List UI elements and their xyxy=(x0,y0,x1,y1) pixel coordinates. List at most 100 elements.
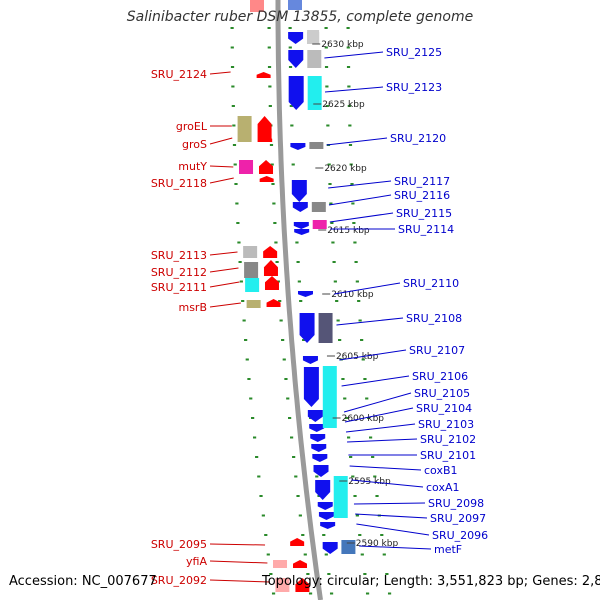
reverse-feature-0[interactable] xyxy=(307,50,322,68)
reverse-gene-label[interactable]: SRU_2101 xyxy=(420,449,476,462)
forward-gene-label[interactable]: SRU_2111 xyxy=(151,281,207,294)
reverse-gene-label[interactable]: SRU_2096 xyxy=(432,529,488,542)
reverse-feature-top-1[interactable] xyxy=(307,30,320,44)
reverse-gene-label[interactable]: coxA1 xyxy=(426,481,459,494)
reverse-gene-SRU_2114[interactable] xyxy=(294,229,310,235)
forward-feature-0[interactable] xyxy=(237,116,252,142)
reverse-gene-coxA1[interactable] xyxy=(315,480,331,500)
forward-gene-SRU_2111[interactable] xyxy=(264,276,279,290)
reverse-gene-SRU_2117[interactable] xyxy=(291,180,307,202)
reverse-gene-label[interactable]: SRU_2107 xyxy=(409,344,465,357)
reverse-gene-label[interactable]: metF xyxy=(434,543,462,556)
reverse-gene-SRU_2120[interactable] xyxy=(290,143,306,150)
forward-gene-groS[interactable] xyxy=(258,136,273,142)
forward-feature-3[interactable] xyxy=(244,262,259,278)
reverse-leader-line xyxy=(329,212,394,223)
forward-gene-SRU_2124[interactable] xyxy=(256,72,271,78)
reverse-gene-label[interactable]: SRU_2102 xyxy=(420,433,476,446)
reverse-gene-SRU_2106[interactable] xyxy=(303,367,319,407)
reverse-gene-coxB1[interactable] xyxy=(313,465,329,477)
reverse-gene-SRU_2124b[interactable] xyxy=(288,50,304,68)
forward-gene-groEL[interactable] xyxy=(257,116,272,142)
reverse-gene-label[interactable]: coxB1 xyxy=(424,464,458,477)
reverse-gene-label[interactable]: SRU_2125 xyxy=(386,46,442,59)
reverse-gene-label[interactable]: SRU_2116 xyxy=(394,189,450,202)
forward-gene-mutY[interactable] xyxy=(259,160,274,174)
reverse-gene-SRU_2098[interactable] xyxy=(317,502,333,510)
forward-feature-4[interactable] xyxy=(245,278,260,292)
reverse-gene-label[interactable]: SRU_2105 xyxy=(414,387,470,400)
forward-gene-label[interactable]: SRU_2092 xyxy=(151,574,207,587)
tick-label: 2620 kbp xyxy=(324,164,367,174)
forward-gene-SRU_2095[interactable] xyxy=(290,538,305,546)
reverse-gene-label[interactable]: SRU_2108 xyxy=(406,312,462,325)
forward-feature-2[interactable] xyxy=(243,246,258,258)
reverse-gene-label[interactable]: SRU_2115 xyxy=(396,207,452,220)
reverse-feature-1[interactable] xyxy=(307,76,322,110)
map-title: Salinibacter ruber DSM 13855, complete g… xyxy=(126,9,474,25)
reverse-feature-2[interactable] xyxy=(309,142,324,149)
reverse-feature-4[interactable] xyxy=(312,220,327,229)
reverse-gene-label[interactable]: SRU_2117 xyxy=(394,175,450,188)
forward-gene-label[interactable]: SRU_2112 xyxy=(151,266,207,279)
reverse-feature-8[interactable] xyxy=(341,540,356,554)
reverse-gene-label[interactable]: SRU_2114 xyxy=(398,223,454,236)
reverse-leader-line xyxy=(351,479,424,488)
reverse-feature-7[interactable] xyxy=(333,476,348,518)
reverse-gene-SRU_2115[interactable] xyxy=(293,222,309,229)
reverse-gene-label[interactable]: SRU_2097 xyxy=(430,512,486,525)
reverse-feature-6[interactable] xyxy=(322,366,337,428)
reverse-leader-line xyxy=(355,513,428,519)
forward-leader-line xyxy=(209,251,238,256)
forward-gene-SRU_2112[interactable] xyxy=(263,260,278,276)
forward-gene-SRU_2118[interactable] xyxy=(259,176,274,182)
reverse-gene-label[interactable]: SRU_2104 xyxy=(416,402,472,415)
forward-gene-label[interactable]: SRU_2118 xyxy=(151,177,207,190)
reverse-leader-line xyxy=(324,86,384,93)
reverse-gene-SRU_2110[interactable] xyxy=(297,291,313,297)
reverse-gene-SRU_2104[interactable] xyxy=(309,424,325,432)
forward-feature-7[interactable] xyxy=(275,578,290,592)
reverse-gene-SRU_2103[interactable] xyxy=(310,434,326,442)
forward-gene-label[interactable]: SRU_2113 xyxy=(151,249,207,262)
reverse-gene-metF[interactable] xyxy=(322,542,338,554)
forward-gene-yfiA[interactable] xyxy=(293,560,308,568)
forward-gene-SRU_2092[interactable] xyxy=(295,578,310,592)
forward-feature-6[interactable] xyxy=(273,560,288,568)
reverse-gene-SRU_2125[interactable] xyxy=(288,32,304,44)
reverse-gene-SRU_2102[interactable] xyxy=(311,444,327,452)
reverse-gene-label[interactable]: SRU_2103 xyxy=(418,418,474,431)
reverse-gene-label[interactable]: SRU_2098 xyxy=(428,497,484,510)
tick-label: 2590 kbp xyxy=(356,539,399,549)
reverse-feature-5[interactable] xyxy=(318,313,333,343)
forward-gene-label[interactable]: SRU_2124 xyxy=(151,68,207,81)
reverse-gene-SRU_2105[interactable] xyxy=(307,410,323,422)
forward-gene-label[interactable]: SRU_2095 xyxy=(151,538,207,551)
forward-feature-1[interactable] xyxy=(239,160,254,174)
forward-gene-label[interactable]: groEL xyxy=(176,120,208,133)
forward-gene-label[interactable]: msrB xyxy=(178,301,207,314)
reverse-feature-top[interactable] xyxy=(288,0,302,10)
forward-gene-msrB[interactable] xyxy=(266,299,281,307)
forward-gene-label[interactable]: mutY xyxy=(178,160,207,173)
reverse-gene-label[interactable]: SRU_2110 xyxy=(403,277,459,290)
reverse-gene-label[interactable]: SRU_2120 xyxy=(390,132,446,145)
forward-feature-5[interactable] xyxy=(246,300,261,308)
forward-gene-label[interactable]: yfiA xyxy=(186,555,207,568)
forward-feature-top[interactable] xyxy=(250,0,264,12)
forward-gene-label[interactable]: groS xyxy=(182,138,207,151)
reverse-gene-label[interactable]: SRU_2106 xyxy=(412,370,468,383)
reverse-leader-line xyxy=(328,194,392,206)
reverse-gene-label[interactable]: SRU_2123 xyxy=(386,81,442,94)
reverse-gene-SRU_2107[interactable] xyxy=(302,356,318,364)
reverse-feature-3[interactable] xyxy=(311,202,326,212)
reverse-gene-SRU_2096[interactable] xyxy=(320,522,336,529)
forward-gene-SRU_2113[interactable] xyxy=(263,246,278,258)
reverse-gene-SRU_2101[interactable] xyxy=(312,454,328,462)
reverse-gene-SRU_2123[interactable] xyxy=(288,76,304,110)
reverse-gene-SRU_2097[interactable] xyxy=(318,512,334,520)
reverse-gene-SRU_2108[interactable] xyxy=(299,313,315,343)
tick-label: 2600 kbp xyxy=(342,414,385,424)
reverse-gene-SRU_2116[interactable] xyxy=(292,202,308,212)
